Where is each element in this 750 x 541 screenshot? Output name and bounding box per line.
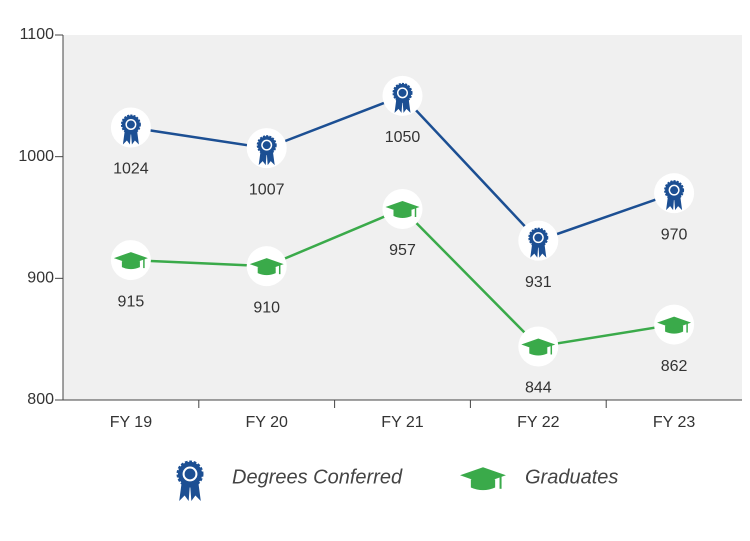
cap-board (521, 338, 556, 351)
data-label: 1007 (249, 181, 285, 198)
point-group (246, 128, 287, 169)
cap-board (113, 252, 148, 265)
cap-band (665, 325, 684, 334)
ribbon-core (398, 88, 407, 97)
legend-label: Degrees Conferred (232, 466, 403, 488)
y-tick-label: 900 (27, 270, 54, 287)
data-label: 844 (525, 380, 552, 397)
point-group (654, 304, 695, 345)
y-tick-label: 800 (27, 391, 54, 408)
point-group (246, 246, 287, 287)
data-label: 910 (253, 299, 280, 316)
x-tick-label: FY 22 (517, 414, 560, 431)
point-group (382, 188, 423, 229)
x-tick-label: FY 21 (381, 414, 424, 431)
legend-icon (460, 467, 506, 491)
ribbon-core (670, 186, 679, 195)
data-label: 970 (661, 226, 688, 243)
cap-board (460, 467, 506, 484)
y-tick-label: 1000 (18, 148, 54, 165)
cap-board (385, 200, 420, 213)
data-label: 915 (118, 293, 145, 310)
ribbon-core (262, 141, 271, 150)
data-label: 957 (389, 242, 416, 259)
legend-icon (176, 460, 204, 501)
legend-label: Graduates (525, 466, 618, 488)
cap-band (393, 209, 412, 218)
cap-band (257, 267, 276, 276)
cap-band (470, 479, 496, 491)
data-label: 931 (525, 274, 552, 291)
y-tick-label: 1100 (20, 26, 55, 43)
point-group (110, 240, 151, 281)
cap-band (121, 261, 140, 270)
point-group (382, 75, 423, 116)
data-label: 1050 (385, 129, 421, 146)
x-tick-label: FY 23 (653, 414, 696, 431)
point-group (654, 173, 695, 214)
cap-board (657, 316, 692, 329)
point-group (518, 220, 559, 261)
ribbon-core (534, 233, 543, 242)
point-group (110, 107, 151, 148)
data-label: 1024 (113, 161, 149, 178)
cap-band (529, 347, 548, 356)
x-tick-label: FY 19 (110, 414, 153, 431)
data-label: 862 (661, 358, 688, 375)
ribbon-core (126, 120, 135, 129)
point-group (518, 326, 559, 367)
cap-board (249, 258, 284, 271)
ribbon-core (184, 468, 196, 480)
x-tick-label: FY 20 (245, 414, 288, 431)
